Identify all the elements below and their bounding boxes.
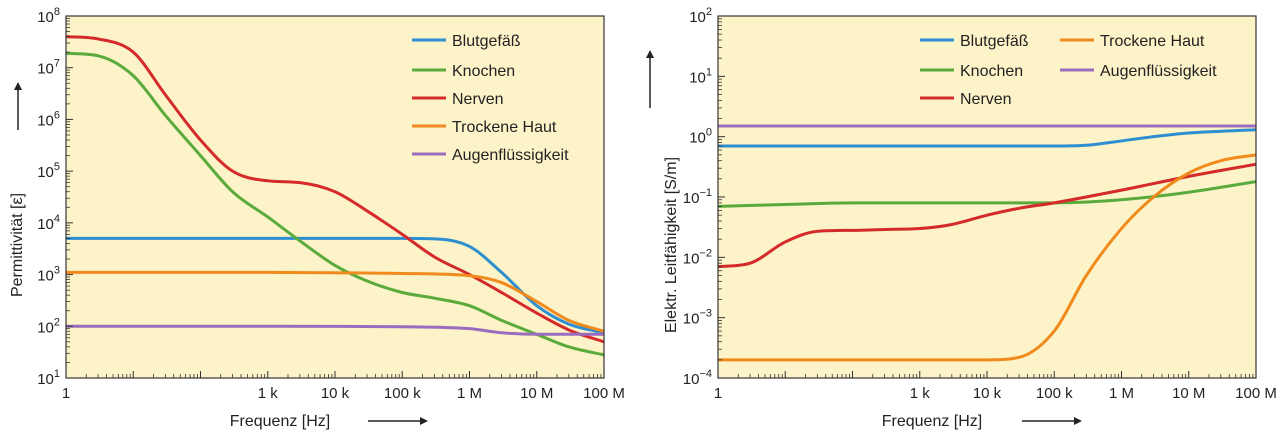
- x-tick-label: 1 M: [1109, 385, 1134, 402]
- x-tick-label: 1: [62, 385, 70, 402]
- y-tick-label: 104: [37, 213, 60, 233]
- x-tick-label: 100 k: [1036, 385, 1073, 402]
- chart-2: 1 1 k 10 k 100 k 1 M 10 M 100 M 10−4 10−3 10−2 10−…: [646, 6, 1277, 430]
- chart-1: 1 1 k 10 k 100 k 1 M 10 M 100 M 101 102 103 104 105…: [9, 6, 625, 430]
- legend-label: Trockene Haut: [1100, 33, 1205, 50]
- y-axis-label: Elektr. Leitfähigkeit [S/m]: [663, 157, 680, 333]
- y-tick-label: 101: [689, 66, 712, 86]
- y-tick-label: 100: [689, 127, 712, 147]
- legend-label: Nerven: [452, 91, 504, 108]
- series-lines: [718, 124, 1256, 362]
- x-tick-label: 100 M: [1235, 385, 1277, 402]
- series-line-4: [718, 153, 1256, 362]
- y-tick-label: 10−2: [683, 247, 712, 267]
- series-line-2: [66, 51, 604, 357]
- x-tick-label: 1 k: [258, 385, 279, 402]
- y-tick-label: 106: [37, 109, 60, 129]
- legend: Blutgefäß Knochen Nerven Trockene Haut Augen…: [920, 33, 1217, 108]
- series-line-1: [718, 128, 1256, 148]
- legend-label: Blutgefäß: [960, 33, 1029, 50]
- x-tick-label: 10 M: [1172, 385, 1205, 402]
- legend: Blutgefäß Knochen Nerven Trockene Haut Augen…: [412, 33, 569, 164]
- y-tick-label: 107: [37, 58, 60, 78]
- legend-label: Augenflüssigkeit: [1100, 63, 1217, 80]
- legend-label: Knochen: [452, 63, 515, 80]
- y-tick-label: 102: [37, 316, 60, 336]
- x-tick-label: 1 k: [910, 385, 931, 402]
- x-axis-label: Frequenz [Hz]: [230, 413, 330, 430]
- y-tick-label: 105: [37, 161, 60, 181]
- y-tick-label: 108: [37, 6, 60, 26]
- x-axis-label: Frequenz [Hz]: [882, 413, 982, 430]
- x-tick-label: 10 M: [520, 385, 553, 402]
- x-axis-arrowhead: [1074, 417, 1082, 425]
- plot-background: [718, 16, 1256, 378]
- x-tick-label: 10 k: [973, 385, 1002, 402]
- legend-label: Nerven: [960, 91, 1012, 108]
- legend-label: Knochen: [960, 63, 1023, 80]
- x-tick-label: 1 M: [457, 385, 482, 402]
- plot-background: [66, 16, 604, 378]
- x-tick-label: 100 M: [583, 385, 625, 402]
- y-axis-arrowhead: [646, 50, 654, 58]
- x-tick-label: 100 k: [384, 385, 421, 402]
- y-tick-label: 10−4: [683, 368, 712, 388]
- x-tick-label: 10 k: [321, 385, 350, 402]
- series-line-3: [718, 162, 1256, 269]
- series-lines: [66, 35, 604, 357]
- legend-label: Trockene Haut: [452, 119, 557, 136]
- legend-label: Blutgefäß: [452, 33, 521, 50]
- series-line-5: [66, 324, 604, 336]
- x-tick-label: 1: [714, 385, 722, 402]
- x-axis-arrowhead: [420, 417, 428, 425]
- series-line-2: [718, 180, 1256, 208]
- series-line-4: [66, 270, 604, 333]
- y-axis-arrowhead: [14, 82, 22, 90]
- legend-label: Augenflüssigkeit: [452, 147, 569, 164]
- series-line-3: [66, 35, 604, 344]
- y-tick-label: 10−1: [683, 187, 712, 207]
- series-line-1: [66, 236, 604, 335]
- y-axis-label: Permittivität [ε]: [9, 193, 26, 297]
- y-tick-label: 103: [37, 265, 60, 285]
- y-tick-label: 10−3: [683, 308, 712, 328]
- y-tick-label: 102: [689, 6, 712, 26]
- y-tick-label: 101: [37, 368, 60, 388]
